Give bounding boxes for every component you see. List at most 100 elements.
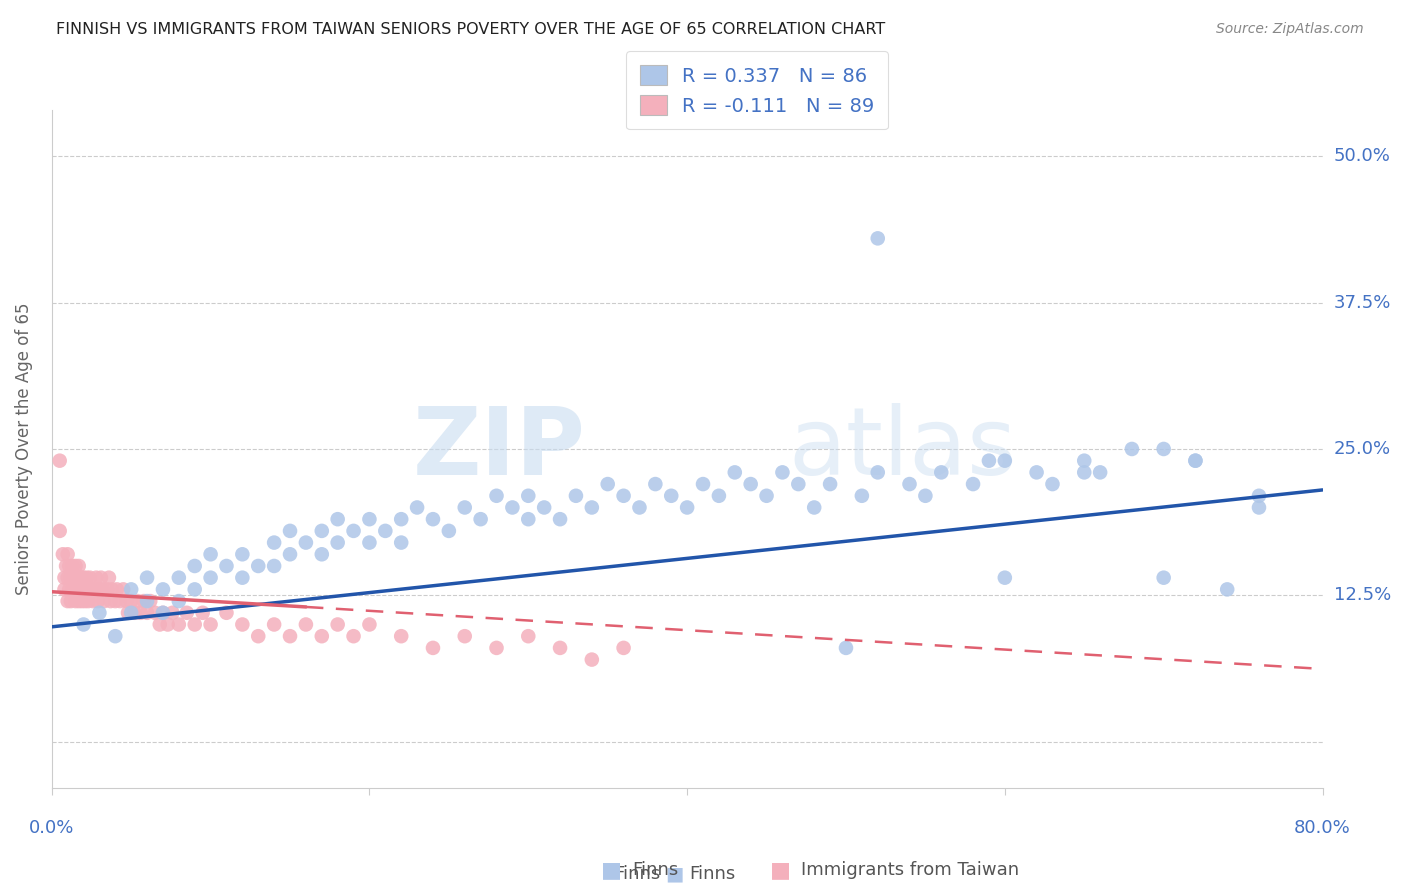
Point xyxy=(1153,442,1175,456)
Point xyxy=(613,489,636,503)
Point xyxy=(659,489,682,503)
Point xyxy=(63,571,86,585)
Point xyxy=(83,582,105,597)
Point xyxy=(389,512,412,526)
Point xyxy=(120,606,142,620)
Point xyxy=(454,629,477,643)
Text: Finns: Finns xyxy=(614,865,661,883)
Point xyxy=(676,500,699,515)
Point xyxy=(501,500,523,515)
Point xyxy=(359,512,381,526)
Point xyxy=(105,582,128,597)
Point xyxy=(70,571,93,585)
Point xyxy=(818,477,841,491)
Point xyxy=(994,571,1017,585)
Text: 12.5%: 12.5% xyxy=(1334,586,1391,604)
Point xyxy=(167,594,190,608)
Point xyxy=(581,652,603,666)
Point xyxy=(517,629,540,643)
Point xyxy=(1247,500,1270,515)
Point xyxy=(59,594,82,608)
Point xyxy=(72,582,94,597)
Point xyxy=(76,582,98,597)
Point xyxy=(962,477,984,491)
Point xyxy=(470,512,492,526)
Point xyxy=(120,594,142,608)
Point xyxy=(914,489,936,503)
Point xyxy=(120,582,142,597)
Point xyxy=(53,582,76,597)
Point xyxy=(58,582,80,597)
Point xyxy=(374,524,396,538)
Point xyxy=(53,571,76,585)
Point xyxy=(69,571,91,585)
Point xyxy=(1184,453,1206,467)
Point xyxy=(183,582,205,597)
Point xyxy=(977,453,1000,467)
Y-axis label: Seniors Poverty Over the Age of 65: Seniors Poverty Over the Age of 65 xyxy=(15,302,32,595)
Point xyxy=(326,617,349,632)
Point xyxy=(342,629,364,643)
Point xyxy=(422,512,444,526)
Point xyxy=(1088,466,1111,480)
Point xyxy=(866,231,889,245)
Text: Finns: Finns xyxy=(633,861,679,879)
Text: atlas: atlas xyxy=(789,403,1017,495)
Point xyxy=(929,466,952,480)
Point xyxy=(835,640,858,655)
Point xyxy=(101,582,124,597)
Point xyxy=(115,594,138,608)
Text: 25.0%: 25.0% xyxy=(1334,440,1391,458)
Point xyxy=(136,594,159,608)
Point xyxy=(84,571,107,585)
Point xyxy=(66,582,89,597)
Point xyxy=(143,606,166,620)
Text: 50.0%: 50.0% xyxy=(1334,147,1391,165)
Point xyxy=(628,500,651,515)
Point xyxy=(437,524,460,538)
Point xyxy=(79,571,101,585)
Point xyxy=(231,571,253,585)
Point xyxy=(65,594,87,608)
Point xyxy=(152,606,174,620)
Point xyxy=(75,582,97,597)
Point xyxy=(65,559,87,574)
Point xyxy=(76,571,98,585)
Point xyxy=(104,594,127,608)
Point xyxy=(692,477,714,491)
Point xyxy=(139,594,162,608)
Point xyxy=(183,617,205,632)
Point xyxy=(311,524,333,538)
Point xyxy=(176,606,198,620)
Point xyxy=(803,500,825,515)
Text: ■: ■ xyxy=(665,864,685,884)
Point xyxy=(565,489,588,503)
Point xyxy=(772,466,794,480)
Point xyxy=(56,547,79,561)
Point xyxy=(60,559,83,574)
Point xyxy=(596,477,619,491)
Point xyxy=(167,617,190,632)
Point xyxy=(136,571,159,585)
Point xyxy=(127,594,149,608)
Point xyxy=(70,594,93,608)
Point xyxy=(295,617,318,632)
Point xyxy=(1073,466,1095,480)
Point xyxy=(247,629,270,643)
Point xyxy=(454,500,477,515)
Point xyxy=(183,559,205,574)
Point xyxy=(295,535,318,549)
Point xyxy=(59,571,82,585)
Point xyxy=(200,571,222,585)
Text: Finns: Finns xyxy=(689,865,735,883)
Point xyxy=(342,524,364,538)
Point xyxy=(167,571,190,585)
Point xyxy=(136,606,159,620)
Point xyxy=(80,582,103,597)
Point xyxy=(124,606,146,620)
Point xyxy=(89,582,111,597)
Point xyxy=(1153,571,1175,585)
Point xyxy=(1121,442,1143,456)
Point xyxy=(60,582,83,597)
Point xyxy=(162,606,184,620)
